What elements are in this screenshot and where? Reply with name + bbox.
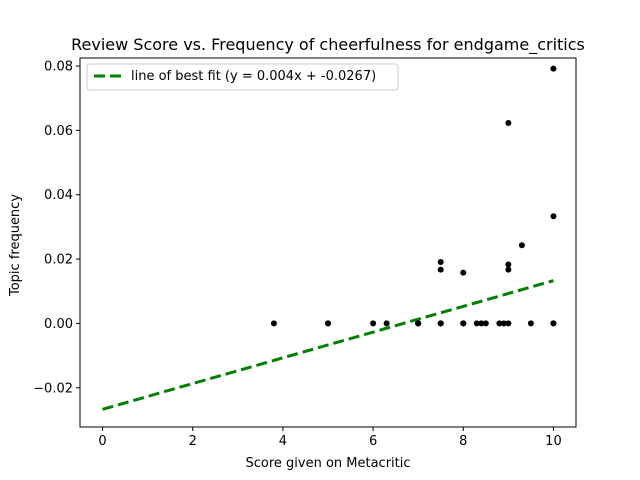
y-tick-label: 0.06	[44, 124, 73, 139]
data-point	[415, 320, 422, 327]
data-point	[550, 320, 557, 327]
data-point	[460, 320, 467, 327]
data-point	[437, 320, 444, 327]
data-point	[370, 320, 377, 327]
data-point	[460, 269, 467, 276]
data-point	[478, 320, 485, 327]
data-point	[505, 320, 512, 327]
y-axis-label: Topic frequency	[8, 194, 23, 297]
legend-box	[86, 63, 399, 91]
data-point	[437, 258, 444, 265]
x-tick-label: 0	[98, 434, 106, 449]
axes: 0 2 4 6 8 10 −0.02 0.00 0.02 0.04 0.06 0.08	[33, 57, 577, 449]
x-tick-label: 10	[545, 434, 562, 449]
y-tick-label: 0.00	[44, 317, 73, 332]
data-point	[550, 213, 557, 220]
x-tick-label: 8	[459, 434, 467, 449]
x-axis-label: Score given on Metacritic	[245, 456, 410, 471]
best-fit-line	[102, 279, 554, 411]
data-point	[527, 320, 534, 327]
data-point	[505, 119, 512, 126]
y-tick-label: 0.02	[44, 253, 73, 268]
data-point	[325, 320, 331, 327]
legend: line of best fit (y = 0.004x + -0.0267)	[86, 63, 399, 91]
data-point	[518, 242, 525, 249]
y-tick-label: 0.04	[44, 188, 73, 203]
plot-area	[102, 65, 557, 411]
chart-title: Review Score vs. Frequency of cheerfulne…	[71, 35, 585, 55]
axes-frame	[79, 57, 577, 428]
x-tick-label: 6	[369, 434, 377, 449]
y-tick-label: 0.08	[44, 60, 73, 75]
data-point	[437, 266, 444, 273]
data-point	[270, 320, 277, 327]
data-point	[496, 320, 503, 327]
data-point	[550, 65, 557, 72]
y-tick-label: −0.02	[33, 381, 73, 396]
data-point	[473, 320, 480, 327]
x-tick-label: 4	[279, 434, 287, 449]
data-point	[500, 320, 507, 327]
plot-contents	[102, 65, 557, 411]
legend-entry-label: line of best fit (y = 0.004x + -0.0267)	[131, 69, 376, 84]
x-tick-label: 2	[189, 434, 197, 449]
data-point	[383, 320, 390, 327]
data-point	[505, 261, 512, 268]
data-point	[505, 266, 512, 273]
data-point	[482, 320, 489, 327]
